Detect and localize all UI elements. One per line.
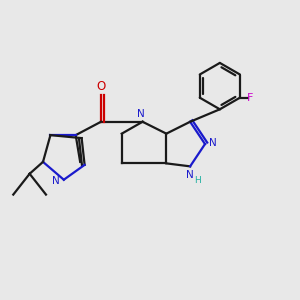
Text: H: H	[194, 176, 201, 185]
Text: N: N	[208, 138, 216, 148]
Text: N: N	[186, 170, 194, 180]
Text: O: O	[96, 80, 106, 93]
Text: F: F	[247, 93, 254, 103]
Text: N: N	[52, 176, 59, 186]
Text: N: N	[137, 109, 145, 119]
